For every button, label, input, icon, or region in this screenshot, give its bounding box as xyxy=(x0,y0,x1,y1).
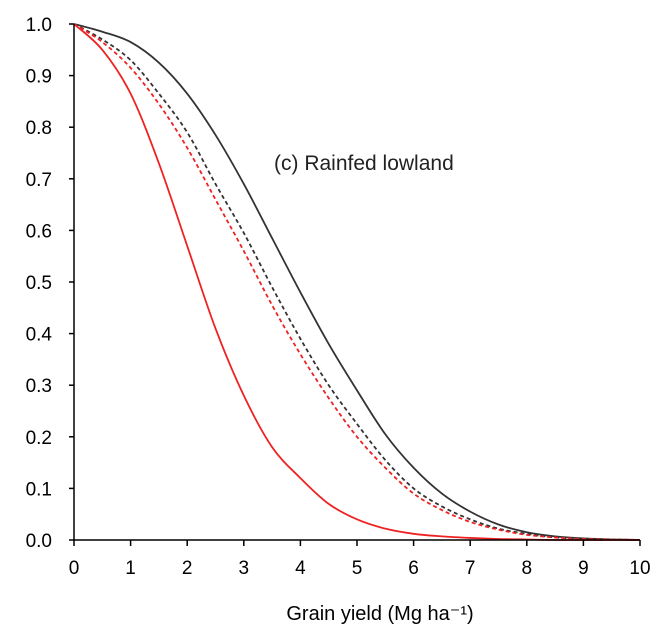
y-tick-label: 0.5 xyxy=(26,273,52,294)
y-tick-label: 0.2 xyxy=(26,428,52,449)
series-line-3 xyxy=(73,23,641,541)
x-tick-label: 8 xyxy=(522,558,533,579)
y-tick-label: 0.9 xyxy=(26,67,52,88)
axes-layer xyxy=(73,24,640,541)
x-tick-label: 1 xyxy=(125,558,136,579)
series-layer xyxy=(73,23,641,541)
y-tick-label: 0.4 xyxy=(26,325,53,346)
series-line-2 xyxy=(73,23,641,541)
y-tick-label: 0.0 xyxy=(26,531,52,552)
y-tick-label: 0.6 xyxy=(26,221,52,242)
y-tick-label: 0.8 xyxy=(26,118,52,139)
x-tick-label: 4 xyxy=(295,558,306,579)
x-tick-label: 10 xyxy=(629,558,650,579)
series-line-4 xyxy=(73,23,640,541)
x-tick-label: 3 xyxy=(239,558,250,579)
series-line-1 xyxy=(73,23,641,541)
x-tick-label: 5 xyxy=(352,558,363,579)
x-ticks: 0 1 2 3 4 5 6 7 8 9 10 xyxy=(69,540,651,579)
y-tick-label: 0.7 xyxy=(26,170,52,191)
x-tick-label: 2 xyxy=(182,558,193,579)
y-tick-label: 0.1 xyxy=(26,479,52,500)
chart-annotation: (c) Rainfed lowland xyxy=(274,152,454,175)
x-tick-label: 7 xyxy=(465,558,476,579)
y-tick-label: 1.0 xyxy=(26,15,52,36)
x-tick-label: 6 xyxy=(408,558,419,579)
x-tick-label: 0 xyxy=(69,558,80,579)
y-tick-label: 0.3 xyxy=(26,376,52,397)
y-ticks: 0.0 0.1 0.2 0.3 0.4 0.5 0.6 0.7 0.8 0.9 1.0 xyxy=(26,15,74,552)
x-tick-label: 9 xyxy=(578,558,589,579)
x-axis-title: Grain yield (Mg ha⁻¹) xyxy=(286,603,473,625)
